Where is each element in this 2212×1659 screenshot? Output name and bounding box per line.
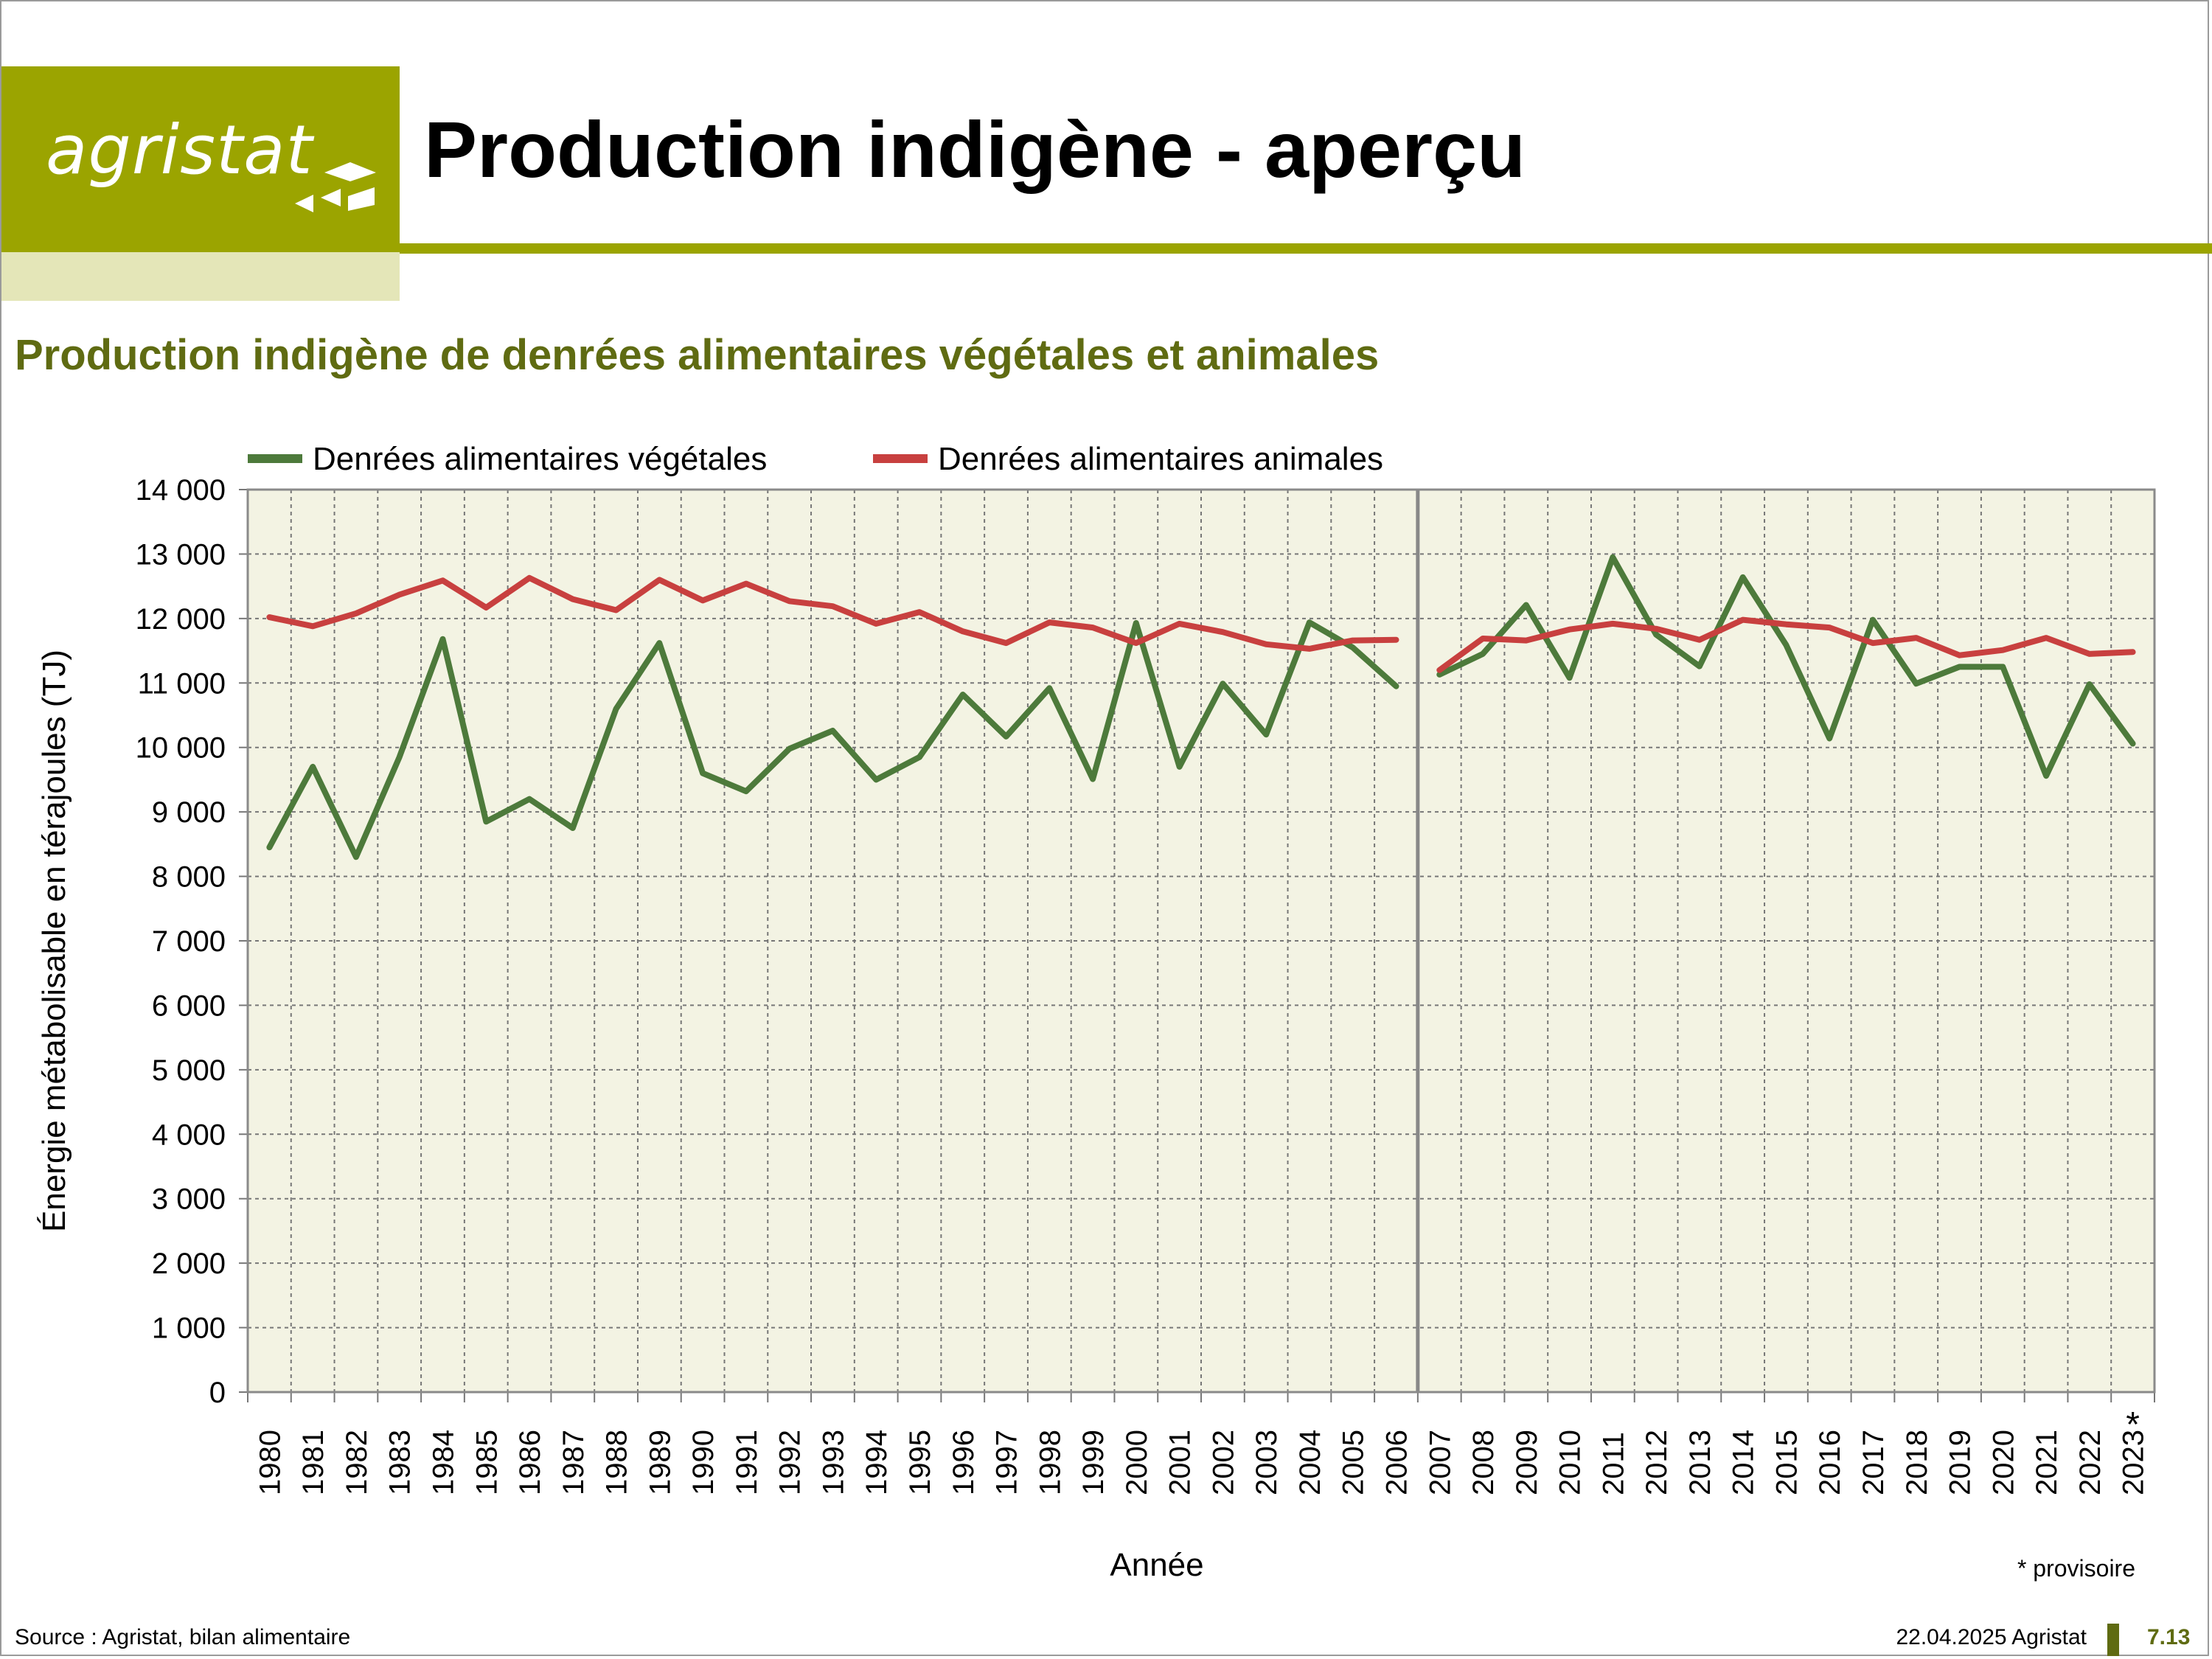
series-line-animales (1436, 616, 2136, 673)
series-line-vegetales (266, 619, 1399, 860)
legend-label-animales: Denrées alimentaires animales (938, 441, 1383, 477)
x-tick-label: 1997 (991, 1430, 1023, 1495)
x-tick-label: 1983 (384, 1430, 417, 1495)
footer-divider (2107, 1624, 2119, 1656)
chart-subtitle: Production indigène de denrées alimentai… (15, 331, 1380, 379)
x-tick-label: 1995 (904, 1430, 936, 1495)
y-tick-label: 6 000 (152, 990, 226, 1022)
footer-source: Source : Agristat, bilan alimentaire (15, 1625, 351, 1649)
x-tick-label: 2014 (1728, 1430, 1760, 1495)
y-tick-label: 14 000 (136, 474, 226, 507)
page-number: 7.13 (2147, 1625, 2191, 1649)
agristat-logo-mark-icon (295, 162, 376, 212)
x-tick-label: 1999 (1077, 1430, 1110, 1495)
x-tick-label: 2015 (1770, 1430, 1803, 1495)
page-title: Production indigène - aperçu (424, 105, 1526, 194)
x-tick-label: 2017 (1857, 1430, 1890, 1495)
y-tick-label: 8 000 (152, 861, 226, 894)
y-tick-label: 9 000 (152, 796, 226, 829)
x-tick-label: 2020 (1987, 1430, 2020, 1495)
legend-label-vegetales: Denrées alimentaires végétales (313, 441, 767, 477)
y-tick-label: 0 (209, 1377, 226, 1409)
x-tick-label: 1994 (860, 1430, 893, 1495)
logo-underband (1, 252, 400, 301)
agristat-logo: agristat (46, 111, 313, 189)
y-tick-label: 3 000 (152, 1183, 226, 1216)
x-tick-label: 2013 (1684, 1430, 1717, 1495)
x-tick-label: 2023 (2118, 1430, 2150, 1495)
x-tick-label: 1982 (341, 1430, 373, 1495)
y-tick-label: 10 000 (136, 732, 226, 765)
x-tick-label: 1988 (601, 1430, 633, 1495)
x-tick-label: 2000 (1121, 1430, 1153, 1495)
x-tick-label: 2006 (1380, 1430, 1413, 1495)
x-tick-label: 2011 (1597, 1432, 1630, 1495)
x-tick-label: 1993 (817, 1430, 849, 1495)
x-tick-label: 1998 (1034, 1430, 1066, 1495)
x-tick-label: 1980 (254, 1430, 286, 1495)
x-tick-label: 1996 (947, 1430, 980, 1495)
x-tick-label: 2019 (1944, 1430, 1977, 1495)
x-tick-label: 1989 (644, 1430, 676, 1495)
x-tick-label: 2007 (1424, 1430, 1456, 1495)
x-tick-label: 2018 (1901, 1430, 1933, 1495)
x-tick-label: 2010 (1554, 1430, 1587, 1495)
x-tick-label: 1990 (687, 1430, 720, 1495)
x-tick-label: 2005 (1338, 1430, 1370, 1495)
x-tick-label: 2002 (1207, 1430, 1239, 1495)
x-tick-label: 2001 (1164, 1430, 1197, 1495)
y-tick-label: 12 000 (136, 603, 226, 636)
x-tick-label: 1991 (731, 1430, 763, 1495)
x-tick-label: 2009 (1511, 1430, 1543, 1495)
x-tick-label: 1992 (774, 1430, 807, 1495)
y-tick-label: 2 000 (152, 1248, 226, 1280)
y-axis-label: Énergie métabolisable en térajoules (TJ) (36, 650, 72, 1232)
logo-panel (1, 66, 400, 252)
y-tick-label: 5 000 (152, 1054, 226, 1087)
y-tick-label: 7 000 (152, 925, 226, 958)
series-line-animales (266, 574, 1399, 652)
x-tick-label: 2004 (1294, 1430, 1326, 1495)
series-line-vegetales (1436, 554, 2136, 779)
x-tick-label: 2003 (1251, 1430, 1283, 1495)
y-tick-label: 1 000 (152, 1312, 226, 1345)
x-tick-label: 1986 (514, 1430, 546, 1495)
x-tick-label: 2022 (2074, 1430, 2107, 1495)
x-tick-label: 1987 (557, 1430, 590, 1495)
provisional-marker: * (2126, 1405, 2140, 1444)
y-tick-label: 4 000 (152, 1119, 226, 1151)
x-tick-label: 1985 (470, 1430, 503, 1495)
x-tick-label: 2016 (1814, 1430, 1846, 1495)
x-tick-label: 1981 (297, 1430, 330, 1495)
y-tick-label: 11 000 (138, 667, 226, 700)
footer-date: 22.04.2025 Agristat (1896, 1625, 2087, 1649)
x-axis-label: Année (1110, 1547, 1203, 1583)
title-underline (400, 243, 2212, 254)
x-tick-label: 2008 (1467, 1430, 1500, 1495)
provisional-note: * provisoire (2017, 1555, 2135, 1582)
x-tick-label: 2021 (2031, 1430, 2063, 1495)
y-tick-label: 13 000 (136, 538, 226, 571)
x-tick-label: 1984 (427, 1430, 459, 1495)
x-tick-label: 2012 (1641, 1430, 1673, 1495)
plot-border (246, 488, 2156, 1394)
